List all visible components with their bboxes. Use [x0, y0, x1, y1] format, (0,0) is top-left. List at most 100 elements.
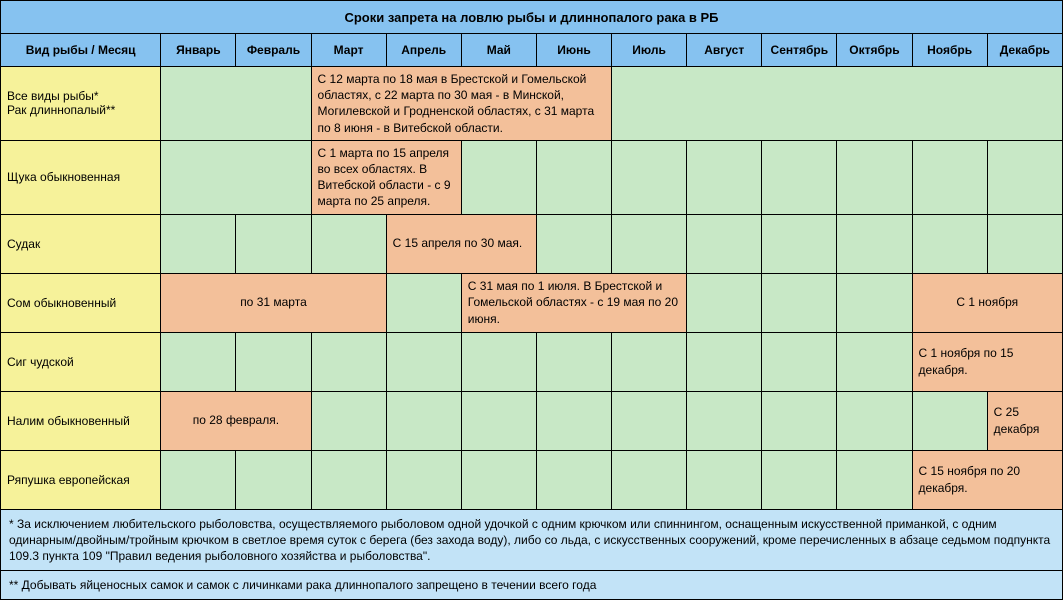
- ban-period-cell: С 1 ноября: [912, 273, 1062, 332]
- free-period-cell: [536, 391, 611, 450]
- month-header: Март: [311, 34, 386, 67]
- ban-period-cell: по 31 марта: [161, 273, 386, 332]
- calendar-table: Сроки запрета на ловлю рыбы и длиннопало…: [0, 0, 1063, 600]
- ban-period-cell: С 15 апреля по 30 мая.: [386, 214, 536, 273]
- free-period-cell: [612, 391, 687, 450]
- free-period-cell: [837, 391, 912, 450]
- ban-period-cell: С 1 ноября по 15 декабря.: [912, 332, 1062, 391]
- species-label: Налим обыкновенный: [1, 391, 161, 450]
- free-period-cell: [762, 332, 837, 391]
- free-period-cell: [386, 273, 461, 332]
- free-period-cell: [536, 450, 611, 509]
- fishing-ban-table: Сроки запрета на ловлю рыбы и длиннопало…: [0, 0, 1063, 600]
- month-header: Декабрь: [987, 34, 1062, 67]
- free-period-cell: [612, 67, 1063, 141]
- free-period-cell: [161, 67, 311, 141]
- free-period-cell: [912, 140, 987, 214]
- title-row: Сроки запрета на ловлю рыбы и длиннопало…: [1, 1, 1063, 34]
- free-period-cell: [536, 332, 611, 391]
- species-label: Сиг чудской: [1, 332, 161, 391]
- free-period-cell: [612, 140, 687, 214]
- species-label: Все виды рыбы*Рак длиннопалый**: [1, 67, 161, 141]
- free-period-cell: [912, 214, 987, 273]
- free-period-cell: [687, 450, 762, 509]
- free-period-cell: [161, 140, 311, 214]
- free-period-cell: [386, 450, 461, 509]
- month-header: Август: [687, 34, 762, 67]
- species-header: Вид рыбы / Месяц: [1, 34, 161, 67]
- table-title: Сроки запрета на ловлю рыбы и длиннопало…: [1, 1, 1063, 34]
- free-period-cell: [236, 214, 311, 273]
- species-row: Ряпушка европейская С 15 ноября по 20 дек…: [1, 450, 1063, 509]
- free-period-cell: [161, 332, 236, 391]
- species-label: Щука обыкновенная: [1, 140, 161, 214]
- free-period-cell: [837, 332, 912, 391]
- month-header: Июль: [612, 34, 687, 67]
- free-period-cell: [161, 214, 236, 273]
- free-period-cell: [687, 332, 762, 391]
- free-period-cell: [386, 332, 461, 391]
- month-header: Ноябрь: [912, 34, 987, 67]
- footnote-text: ** Добывать яйценосных самок и самок с л…: [1, 571, 1063, 600]
- free-period-cell: [461, 332, 536, 391]
- ban-period-cell: С 15 ноября по 20 декабря.: [912, 450, 1062, 509]
- month-header: Февраль: [236, 34, 311, 67]
- species-label: Ряпушка европейская: [1, 450, 161, 509]
- free-period-cell: [461, 450, 536, 509]
- species-row: Налим обыкновенныйпо 28 февраля. С 25 дек…: [1, 391, 1063, 450]
- free-period-cell: [687, 391, 762, 450]
- month-header: Апрель: [386, 34, 461, 67]
- free-period-cell: [762, 140, 837, 214]
- free-period-cell: [311, 450, 386, 509]
- free-period-cell: [536, 140, 611, 214]
- species-label: Судак: [1, 214, 161, 273]
- free-period-cell: [837, 450, 912, 509]
- ban-period-cell: С 1 марта по 15 апреля во всех областях.…: [311, 140, 461, 214]
- species-row: Судак С 15 апреля по 30 мая.: [1, 214, 1063, 273]
- free-period-cell: [612, 332, 687, 391]
- free-period-cell: [612, 450, 687, 509]
- free-period-cell: [987, 214, 1062, 273]
- free-period-cell: [461, 391, 536, 450]
- ban-period-cell: С 25 декабря: [987, 391, 1062, 450]
- footnote-text: * За исключением любительского рыболовст…: [1, 509, 1063, 571]
- free-period-cell: [687, 214, 762, 273]
- free-period-cell: [837, 140, 912, 214]
- header-row: Вид рыбы / Месяц Январь Февраль Март Апр…: [1, 34, 1063, 67]
- free-period-cell: [386, 391, 461, 450]
- month-header: Май: [461, 34, 536, 67]
- free-period-cell: [762, 450, 837, 509]
- free-period-cell: [837, 273, 912, 332]
- free-period-cell: [687, 273, 762, 332]
- free-period-cell: [687, 140, 762, 214]
- free-period-cell: [536, 214, 611, 273]
- free-period-cell: [837, 214, 912, 273]
- species-label: Сом обыкновенный: [1, 273, 161, 332]
- species-row: Сиг чудской С 1 ноября по 15 декабря.: [1, 332, 1063, 391]
- footnote-row: ** Добывать яйценосных самок и самок с л…: [1, 571, 1063, 600]
- ban-period-cell: С 31 мая по 1 июля. В Брестcкой и Гомель…: [461, 273, 686, 332]
- month-header: Сентябрь: [762, 34, 837, 67]
- free-period-cell: [461, 140, 536, 214]
- species-row: Сом обыкновенныйпо 31 марта С 31 мая по 1…: [1, 273, 1063, 332]
- free-period-cell: [762, 214, 837, 273]
- species-row: Все виды рыбы*Рак длиннопалый** С 12 март…: [1, 67, 1063, 141]
- free-period-cell: [311, 391, 386, 450]
- month-header: Июнь: [536, 34, 611, 67]
- free-period-cell: [236, 332, 311, 391]
- footnote-row: * За исключением любительского рыболовст…: [1, 509, 1063, 571]
- free-period-cell: [762, 391, 837, 450]
- free-period-cell: [912, 391, 987, 450]
- data-rows: Все виды рыбы*Рак длиннопалый** С 12 март…: [1, 67, 1063, 510]
- month-header: Октябрь: [837, 34, 912, 67]
- free-period-cell: [987, 140, 1062, 214]
- month-header: Январь: [161, 34, 236, 67]
- free-period-cell: [161, 450, 236, 509]
- ban-period-cell: С 12 марта по 18 мая в Брестcкой и Гомел…: [311, 67, 612, 141]
- free-period-cell: [762, 273, 837, 332]
- free-period-cell: [236, 450, 311, 509]
- ban-period-cell: по 28 февраля.: [161, 391, 311, 450]
- free-period-cell: [311, 332, 386, 391]
- free-period-cell: [612, 214, 687, 273]
- free-period-cell: [311, 214, 386, 273]
